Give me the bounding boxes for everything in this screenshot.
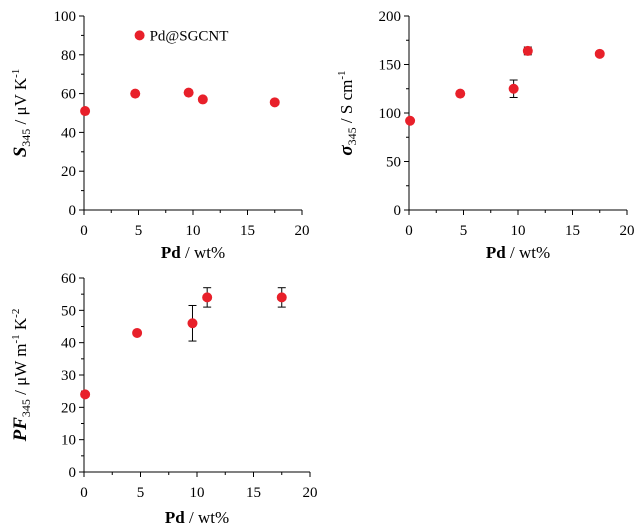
data-point [187, 318, 198, 329]
y-tick-label: 150 [379, 58, 402, 74]
y-tick-label: 200 [379, 9, 402, 25]
y-tick-label: 40 [61, 125, 76, 141]
y-tick-label: 20 [61, 164, 76, 180]
data-point [80, 389, 91, 400]
x-axis-label: Pd / wt% [165, 508, 229, 527]
y-tick-label: 60 [61, 271, 76, 287]
chart-panel-3: 0 10 20 30 40 50 60 0 5 10 15 20 Pd / wt% PF345 / μW … [10, 271, 318, 527]
y-tick-label: 100 [54, 9, 77, 25]
chart-panel-1: 0 20 40 60 80 100 0 5 10 15 20 Pd / wt% S345 / μV K-… [10, 9, 310, 262]
legend-label: Pd@SGCNT [150, 28, 229, 44]
x-tick-label: 5 [460, 223, 468, 239]
y-tick-label: 40 [61, 336, 76, 352]
x-tick-label: 5 [137, 485, 145, 501]
x-tick-label: 5 [135, 223, 143, 239]
x-tick-label: 0 [80, 223, 88, 239]
data-point [202, 292, 213, 303]
x-axis-label: Pd / wt% [486, 243, 550, 262]
y-tick-label: 10 [61, 433, 76, 449]
data-point [522, 45, 533, 56]
y-tick-label: 50 [61, 303, 76, 319]
x-tick-label: 10 [186, 223, 201, 239]
x-tick-label: 10 [190, 485, 205, 501]
y-axis-label: S345 / μV K-1 [10, 69, 33, 158]
data-point [405, 115, 416, 126]
y-tick-label: 20 [61, 400, 76, 416]
x-tick-label: 20 [303, 485, 318, 501]
data-point [80, 106, 91, 117]
x-axis-label: Pd / wt% [161, 243, 225, 262]
x-tick-label: 0 [80, 485, 88, 501]
legend-marker [134, 30, 145, 41]
y-tick-label: 60 [61, 87, 76, 103]
y-tick-label: 0 [69, 203, 77, 219]
y-tick-label: 80 [61, 48, 76, 64]
y-tick-label: 50 [386, 155, 401, 171]
y-tick-label: 0 [69, 465, 77, 481]
data-point [594, 48, 605, 59]
data-point [197, 94, 208, 105]
data-point [183, 87, 194, 98]
x-tick-label: 15 [240, 223, 255, 239]
y-tick-label: 100 [379, 106, 402, 122]
data-point [508, 83, 519, 94]
data-point [130, 88, 141, 99]
y-axis-label: PF345 / μW m-1 K-2 [10, 309, 33, 443]
data-point [269, 97, 280, 108]
y-tick-label: 0 [394, 203, 402, 219]
x-tick-label: 0 [405, 223, 413, 239]
x-tick-label: 20 [620, 223, 635, 239]
x-tick-label: 20 [295, 223, 310, 239]
data-point [132, 327, 143, 338]
y-axis-label: σ345 / S cm-1 [336, 70, 359, 155]
data-point [276, 292, 287, 303]
x-tick-label: 15 [565, 223, 580, 239]
data-point [455, 88, 466, 99]
chart-panel-2: 0 50 100 150 200 0 5 10 15 20 Pd / wt% σ345 / S cm-… [336, 9, 635, 262]
x-tick-label: 10 [511, 223, 526, 239]
x-tick-label: 15 [246, 485, 261, 501]
y-tick-label: 30 [61, 368, 76, 384]
